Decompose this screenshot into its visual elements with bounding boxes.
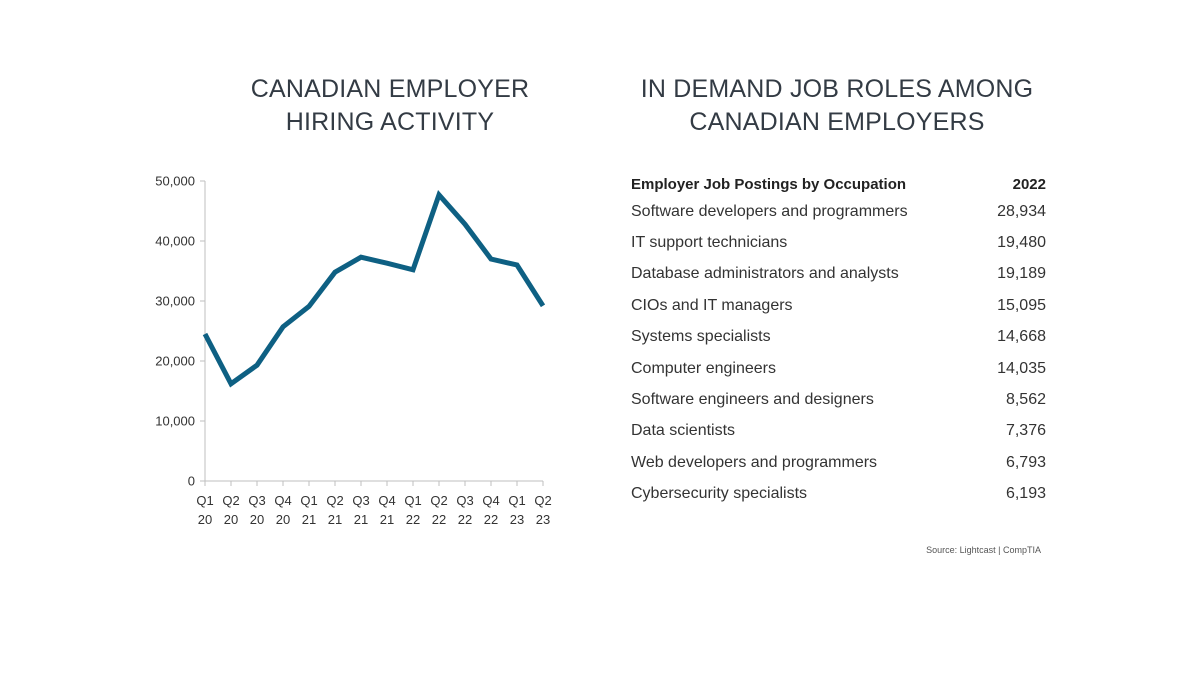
x-tick-label-quarter: Q3	[248, 493, 265, 508]
postings-cell: 6,793	[1005, 453, 1046, 471]
x-tick-label-year: 22	[406, 512, 420, 527]
occupation-cell: Cybersecurity specialists	[631, 485, 808, 503]
y-tick-label: 10,000	[155, 414, 195, 429]
table-row: Cybersecurity specialists 6,193	[631, 479, 1046, 510]
x-tick-label-quarter: Q3	[352, 493, 369, 508]
x-tick-label-quarter: Q1	[404, 493, 421, 508]
job-postings-table: Employer Job Postings by Occupation 2022…	[631, 172, 1046, 510]
x-tick-label-year: 21	[354, 512, 368, 527]
x-tick-label-quarter: Q2	[326, 493, 343, 508]
x-tick-label-year: 22	[484, 512, 498, 527]
x-tick-label-year: 21	[380, 512, 394, 527]
postings-cell: 19,480	[997, 234, 1046, 252]
x-tick-label-quarter: Q2	[222, 493, 239, 508]
table-row: Database administrators and analysts 19,1…	[631, 259, 1046, 290]
hiring-activity-line-chart: 0 10,000 20,000 30,000 40,000 50,000 Q1 20 Q2 20 Q…	[155, 174, 551, 528]
y-tick-label: 40,000	[155, 234, 195, 249]
y-tick-label: 30,000	[155, 294, 195, 309]
x-tick-label-quarter: Q1	[508, 493, 525, 508]
y-tick-label: 50,000	[155, 174, 195, 189]
occupation-column-header: Employer Job Postings by Occupation	[631, 175, 907, 193]
x-tick-label-year: 20	[276, 512, 290, 527]
x-tick-label-quarter: Q4	[274, 493, 291, 508]
postings-cell: 14,035	[997, 359, 1046, 377]
postings-cell: 7,376	[1005, 422, 1046, 440]
table-row: CIOs and IT managers 15,095	[631, 290, 1046, 321]
x-tick-label-year: 20	[250, 512, 264, 527]
y-tick-label: 0	[188, 474, 195, 489]
hiring-series-line	[202, 189, 546, 388]
x-tick-label-year: 23	[510, 512, 524, 527]
x-tick-label-quarter: Q3	[456, 493, 473, 508]
y-tick-label: 20,000	[155, 354, 195, 369]
x-tick-label-year: 22	[458, 512, 472, 527]
postings-cell: 19,189	[997, 265, 1046, 283]
occupation-cell: Computer engineers	[631, 359, 776, 377]
table-row: IT support technicians 19,480	[631, 227, 1046, 258]
occupation-cell: Database administrators and analysts	[631, 265, 899, 283]
x-tick-label-quarter: Q2	[534, 493, 551, 508]
postings-cell: 14,668	[997, 328, 1046, 346]
occupation-cell: Software engineers and designers	[631, 391, 874, 409]
x-tick-label-year: 23	[536, 512, 550, 527]
x-tick-label-year: 21	[302, 512, 316, 527]
table-row: Software developers and programmers 28,93…	[631, 196, 1046, 227]
year-column-header: 2022	[1012, 175, 1046, 193]
x-tick-label-year: 20	[224, 512, 238, 527]
x-tick-label-quarter: Q4	[482, 493, 499, 508]
table-row: Data scientists 7,376	[631, 416, 1046, 447]
chart-title: CANADIAN EMPLOYER HIRING ACTIVITY	[250, 75, 530, 136]
x-tick-label-quarter: Q1	[196, 493, 213, 508]
x-tick-label-quarter: Q2	[430, 493, 447, 508]
table-header-row: Employer Job Postings by Occupation 2022	[631, 172, 1046, 196]
x-tick-label-year: 20	[198, 512, 212, 527]
table-row: Systems specialists 14,668	[631, 322, 1046, 353]
postings-cell: 6,193	[1005, 485, 1046, 503]
occupation-cell: IT support technicians	[631, 234, 788, 252]
table-title: IN DEMAND JOB ROLES AMONG CANADIAN EMPLO…	[640, 75, 1034, 136]
x-tick-label-year: 21	[328, 512, 342, 527]
x-tick-label-quarter: Q4	[378, 493, 395, 508]
table-row: Web developers and programmers 6,793	[631, 447, 1046, 478]
table-row: Computer engineers 14,035	[631, 353, 1046, 384]
source-note: Source: Lightcast | CompTIA	[926, 545, 1041, 555]
occupation-cell: Software developers and programmers	[631, 202, 908, 220]
x-tick-label-quarter: Q1	[300, 493, 317, 508]
occupation-cell: Web developers and programmers	[631, 453, 878, 471]
occupation-cell: Data scientists	[631, 422, 736, 440]
table-row: Software engineers and designers 8,562	[631, 384, 1046, 415]
postings-cell: 8,562	[1005, 391, 1046, 409]
occupation-cell: Systems specialists	[631, 328, 771, 346]
postings-cell: 15,095	[997, 296, 1046, 314]
postings-cell: 28,934	[997, 202, 1046, 220]
occupation-cell: CIOs and IT managers	[631, 296, 793, 314]
x-tick-label-year: 22	[432, 512, 446, 527]
